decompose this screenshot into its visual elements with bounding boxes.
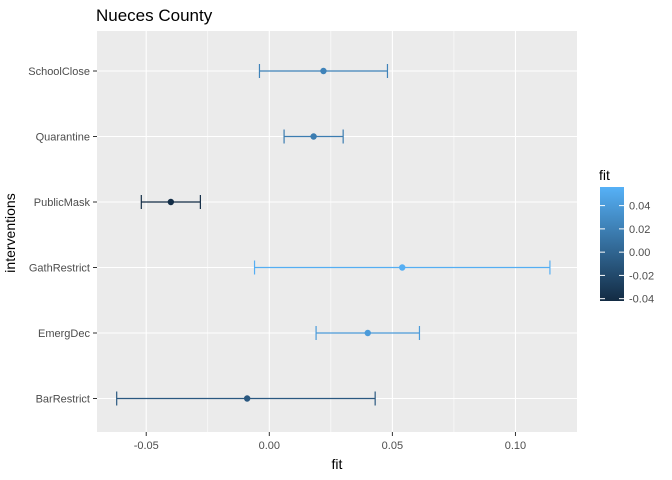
errorbar-PublicMask bbox=[140, 195, 201, 209]
data-point bbox=[243, 395, 251, 402]
x-tick-label: 0.10 bbox=[505, 440, 526, 452]
errorbar-GathRestrict bbox=[253, 260, 551, 275]
x-tick-label: 0.00 bbox=[259, 440, 280, 452]
legend-tick-label: 0.00 bbox=[629, 247, 650, 259]
data-point bbox=[310, 133, 317, 140]
plot-panel bbox=[97, 31, 577, 432]
data-point bbox=[399, 264, 406, 271]
y-tick-label: Quarantine bbox=[36, 132, 90, 144]
x-tick-label: -0.05 bbox=[134, 440, 159, 452]
errorbar-SchoolClose bbox=[258, 64, 389, 78]
y-tick-label: EmergDec bbox=[38, 328, 90, 340]
y-tick-label: PublicMask bbox=[34, 197, 91, 209]
data-point bbox=[320, 67, 327, 75]
legend: fit 0.04 0.02 0.00 -0.02 -0.04 bbox=[599, 167, 654, 306]
data-point bbox=[167, 198, 175, 206]
y-tick-label: SchoolClose bbox=[28, 66, 90, 78]
legend-tick-label: -0.02 bbox=[629, 270, 654, 282]
x-axis-title: fit bbox=[332, 456, 343, 472]
chart-title: Nueces County bbox=[96, 6, 213, 25]
errorbar-BarRestrict bbox=[116, 391, 376, 406]
legend-tick-label: 0.04 bbox=[629, 201, 650, 213]
y-axis-ticks: SchoolClose Quarantine PublicMask GathRestr… bbox=[28, 66, 97, 406]
legend-colorbar bbox=[600, 187, 624, 301]
data-point bbox=[364, 329, 371, 337]
x-tick-label: 0.05 bbox=[382, 440, 403, 452]
legend-title: fit bbox=[599, 167, 610, 183]
legend-tick-label: 0.02 bbox=[629, 224, 650, 236]
y-tick-label: BarRestrict bbox=[36, 394, 90, 406]
y-axis-title: interventions bbox=[2, 193, 18, 272]
x-axis-ticks: -0.05 0.00 0.05 0.10 bbox=[134, 432, 526, 452]
errorbar-EmergDec bbox=[315, 326, 421, 340]
panel-background bbox=[97, 31, 577, 432]
legend-tick-label: -0.04 bbox=[629, 294, 654, 306]
y-tick-label: GathRestrict bbox=[29, 263, 90, 275]
errorbar-Quarantine bbox=[283, 129, 344, 144]
